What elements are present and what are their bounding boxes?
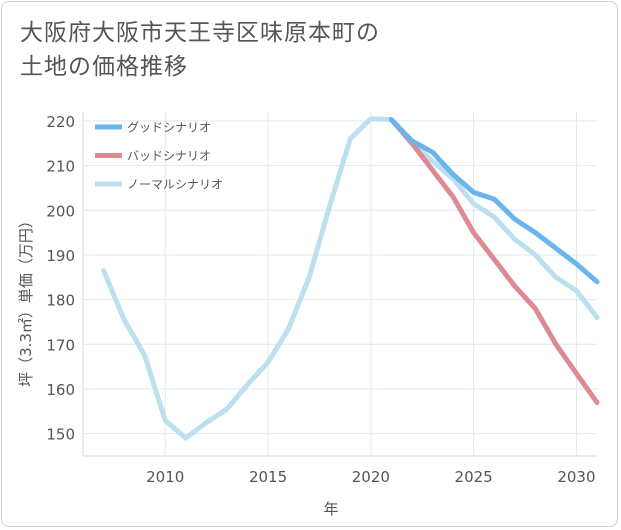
title-line-2: 土地の価格推移 bbox=[20, 54, 188, 80]
y-tick-labels: 150 160 170 180 190 200 210 220 bbox=[46, 113, 75, 444]
x-tick-label: 2010 bbox=[146, 468, 184, 486]
legend-label: ノーマルシナリオ bbox=[127, 178, 223, 192]
title-line-1: 大阪府大阪市天王寺区味原本町の bbox=[20, 20, 380, 46]
y-axis-title: 坪（3.3㎡）単価（万円） bbox=[17, 213, 35, 387]
y-tick-label: 180 bbox=[46, 292, 75, 310]
x-tick-label: 2030 bbox=[557, 468, 595, 486]
x-axis-title: 年 bbox=[323, 500, 338, 518]
y-tick-label: 200 bbox=[46, 202, 75, 220]
y-tick-label: 210 bbox=[46, 158, 75, 176]
series-line-0 bbox=[388, 117, 600, 285]
y-tick-label: 190 bbox=[46, 247, 75, 265]
grid-lines bbox=[82, 112, 597, 457]
chart-title: 大阪府大阪市天王寺区味原本町の 土地の価格推移 bbox=[20, 16, 580, 84]
y-tick-label: 170 bbox=[46, 336, 75, 354]
y-tick-label: 160 bbox=[46, 381, 75, 399]
series-line-2 bbox=[101, 116, 600, 441]
x-tick-label: 2020 bbox=[352, 468, 390, 486]
x-tick-labels: 2010 2015 2020 2025 2030 bbox=[146, 468, 595, 486]
x-tick-label: 2025 bbox=[455, 468, 493, 486]
y-tick-label: 220 bbox=[46, 113, 75, 131]
y-tick-label: 150 bbox=[46, 426, 75, 444]
legend-label: バッドシナリオ bbox=[127, 149, 211, 163]
legend-label: グッドシナリオ bbox=[127, 121, 211, 135]
series-lines bbox=[101, 116, 600, 441]
series-line-1 bbox=[388, 117, 600, 405]
x-tick-label: 2015 bbox=[249, 468, 287, 486]
